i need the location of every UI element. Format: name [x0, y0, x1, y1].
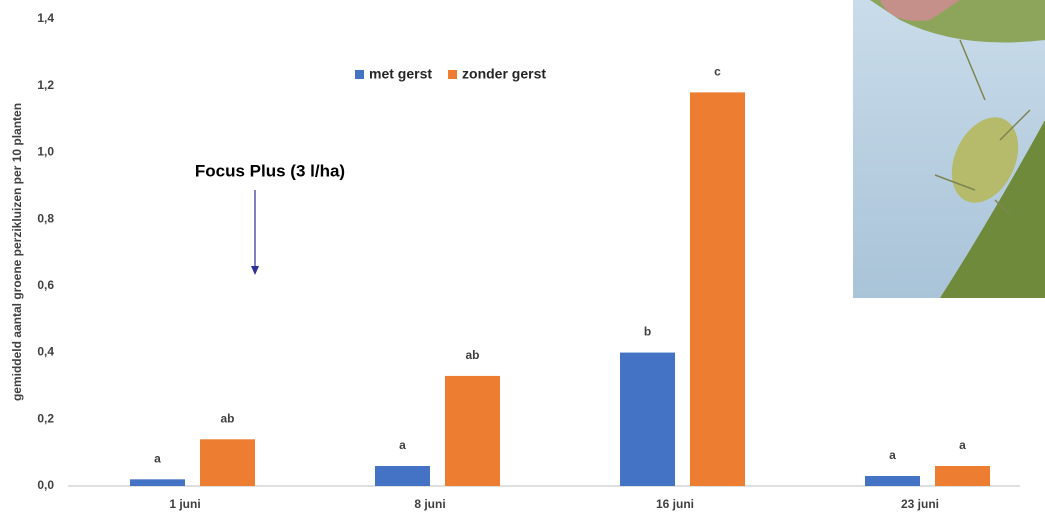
- bar: [620, 352, 675, 486]
- significance-letter: a: [959, 438, 966, 452]
- x-tick-label: 16 juni: [656, 497, 694, 511]
- legend-label: met gerst: [369, 66, 432, 82]
- significance-letter: a: [399, 438, 406, 452]
- bar: [375, 465, 430, 486]
- significance-letter: c: [714, 65, 721, 79]
- significance-letter: ab: [220, 411, 234, 425]
- y-tick-label: 1,4: [37, 11, 54, 25]
- x-tick-label: 23 juni: [901, 497, 939, 511]
- y-tick-label: 1,0: [37, 145, 54, 159]
- legend-swatch: [355, 70, 364, 79]
- bar: [200, 439, 255, 486]
- y-axis-title: gemiddeld aantal groene perzikluizen per…: [10, 103, 24, 401]
- legend-label: zonder gerst: [462, 66, 546, 82]
- y-tick-label: 0,4: [37, 345, 54, 359]
- bar: [690, 92, 745, 486]
- bar: [445, 375, 500, 486]
- y-tick-label: 0,2: [37, 411, 54, 425]
- y-tick-label: 1,2: [37, 78, 54, 92]
- photo: [853, 0, 1045, 298]
- significance-letter: a: [154, 452, 161, 466]
- annotation-arrowhead: [251, 266, 259, 275]
- y-tick-label: 0,6: [37, 278, 54, 292]
- annotation: Focus Plus (3 l/ha): [195, 161, 345, 180]
- x-tick-label: 1 juni: [169, 497, 200, 511]
- significance-letter: ab: [465, 348, 479, 362]
- bar: [130, 479, 185, 486]
- significance-letter: b: [644, 325, 651, 339]
- x-tick-label: 8 juni: [414, 497, 445, 511]
- bar: [935, 465, 990, 486]
- bar: [865, 475, 920, 486]
- y-tick-label: 0,0: [37, 478, 54, 492]
- legend-swatch: [448, 70, 458, 79]
- y-tick-label: 0,8: [37, 211, 54, 225]
- significance-letter: a: [889, 448, 896, 462]
